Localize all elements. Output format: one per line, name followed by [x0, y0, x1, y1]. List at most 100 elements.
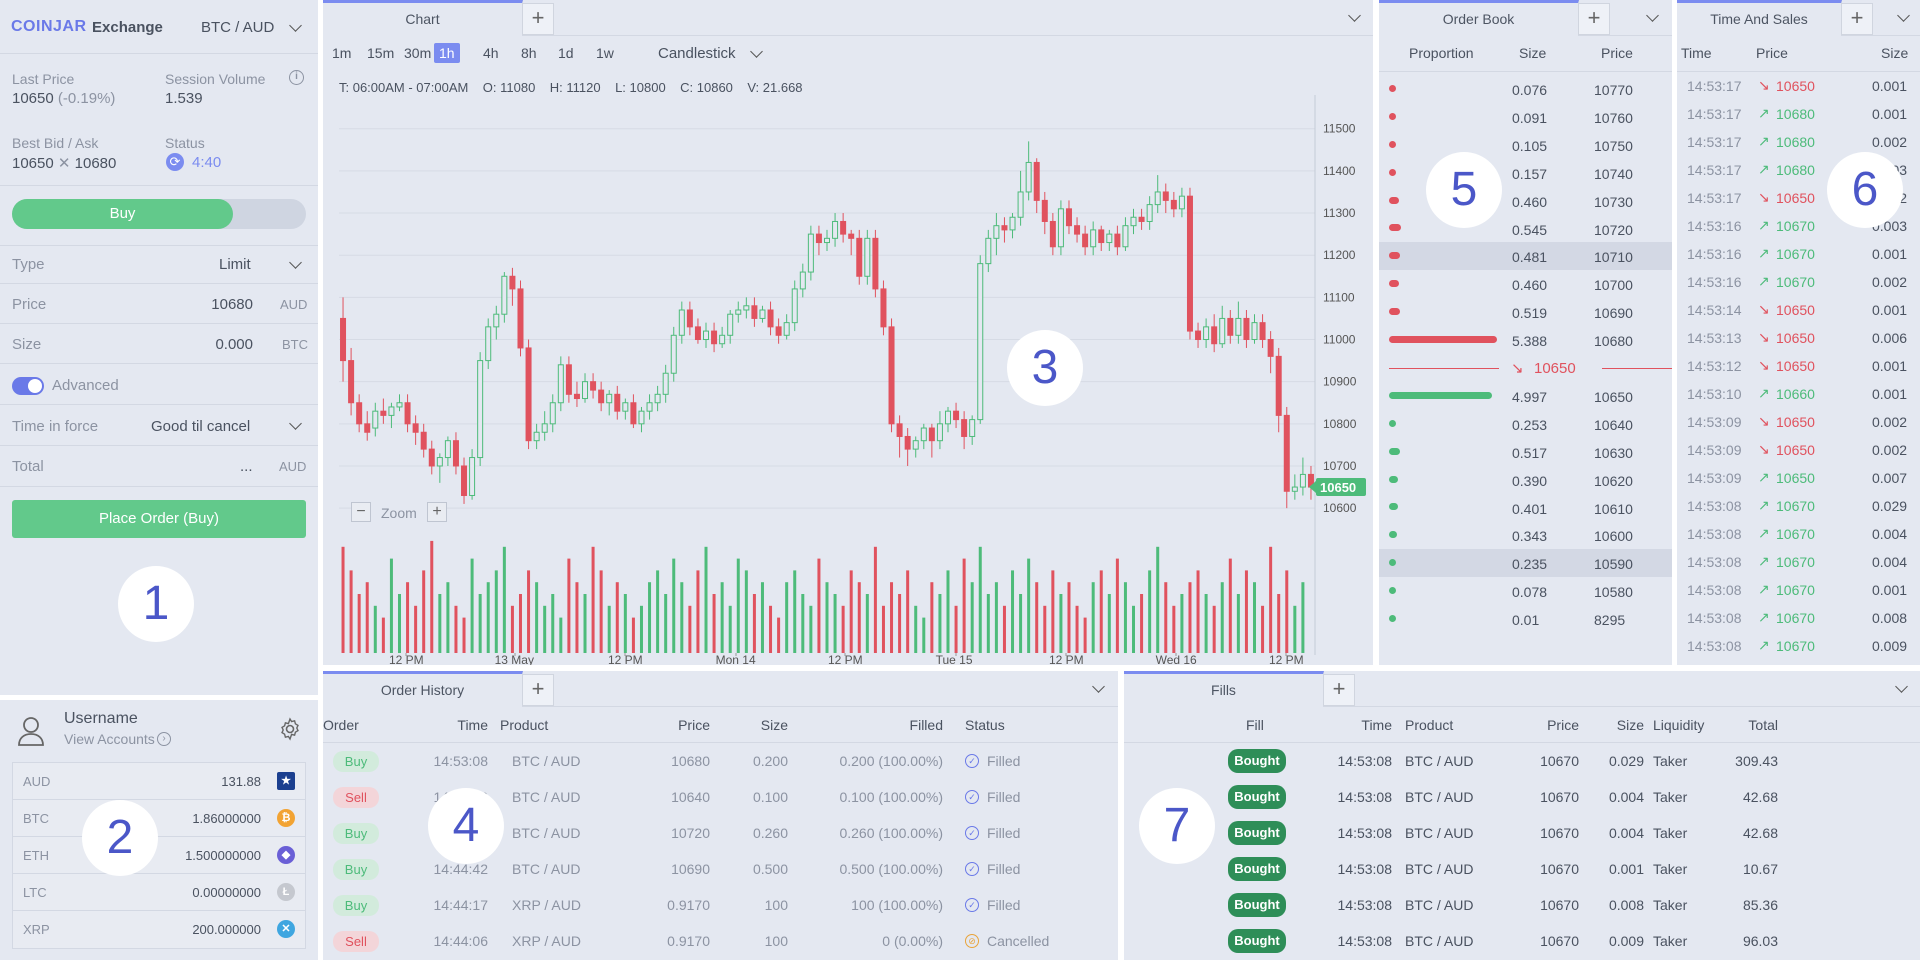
order-book-row[interactable]: 0.460 10700 — [1379, 270, 1672, 298]
candle-body — [751, 305, 758, 319]
fill-row[interactable]: Bought 14:53:08 BTC / AUD 10670 0.004 Taker 42… — [1124, 779, 1920, 815]
size-field[interactable]: Size 0.000 BTC — [0, 325, 318, 364]
order-book-row[interactable]: 0.390 10620 — [1379, 466, 1672, 494]
fill-row[interactable]: Bought 14:53:08 BTC / AUD 10670 0.009 Taker 96… — [1124, 923, 1920, 959]
divider — [0, 185, 318, 186]
time-in-force-select[interactable]: Time in force Good til cancel — [0, 406, 318, 446]
order-book-row[interactable]: 0.517 10630 — [1379, 438, 1672, 466]
add-tab-button[interactable]: + — [1578, 3, 1610, 35]
order-history-row[interactable]: Buy 14:44:17 XRP / AUD 0.9170 100 100 (100.00… — [323, 887, 1118, 923]
fill-row[interactable]: Bought 14:53:08 BTC / AUD 10670 0.001 Taker 10… — [1124, 851, 1920, 887]
chevron-down-icon[interactable] — [1348, 9, 1361, 22]
trade-time: 14:53:08 — [1687, 554, 1742, 570]
order-book-row[interactable]: 0.105 10750 — [1379, 131, 1672, 159]
type-select[interactable]: Type Limit — [0, 246, 318, 284]
view-accounts-link[interactable]: View Accounts — [64, 731, 155, 747]
zoom-out-button[interactable]: − — [351, 502, 371, 522]
spread-price: 10650 — [1534, 360, 1576, 377]
fills-tabbar: Fills + — [1124, 671, 1920, 707]
order-book-row[interactable]: 4.997 10650 — [1379, 382, 1672, 410]
info-icon[interactable]: i — [289, 70, 304, 85]
order-book-row[interactable]: 0.545 10720 — [1379, 215, 1672, 243]
volume-bar — [656, 570, 660, 653]
order-product: XRP / AUD — [512, 897, 581, 913]
interval-4h[interactable]: 4h — [483, 45, 499, 61]
fill-liquidity: Taker — [1653, 897, 1688, 913]
tab-fills[interactable]: Fills — [1124, 671, 1324, 707]
order-book-row[interactable]: 0.01 8295 — [1379, 605, 1672, 633]
zoom-in-button[interactable]: + — [427, 502, 447, 522]
tab-order-history[interactable]: Order History — [323, 671, 523, 707]
gear-icon[interactable] — [278, 717, 302, 741]
chevron-down-icon — [289, 256, 302, 269]
price-input[interactable]: 10680 — [211, 296, 253, 313]
order-book-row[interactable]: 0.091 10760 — [1379, 103, 1672, 131]
arrow-up-icon: ↗ — [1758, 497, 1770, 513]
fill-row[interactable]: Bought 14:53:08 BTC / AUD 10670 0.008 Taker 85… — [1124, 887, 1920, 923]
order-book-row[interactable]: 0.460 10730 — [1379, 187, 1672, 215]
order-book-row[interactable]: 0.253 10640 — [1379, 410, 1672, 438]
size-input[interactable]: 0.000 — [215, 336, 253, 353]
volume-bar — [865, 594, 869, 653]
order-history-row[interactable]: Buy 14:44:42 BTC / AUD 10690 0.500 0.500 (100… — [323, 851, 1118, 887]
add-tab-button[interactable]: + — [1323, 674, 1355, 706]
interval-1h[interactable]: 1h — [434, 43, 460, 63]
chevron-down-icon[interactable] — [289, 19, 302, 32]
add-tab-button[interactable]: + — [522, 3, 554, 35]
chevron-down-icon[interactable] — [1895, 680, 1908, 693]
fill-row[interactable]: Bought 14:53:08 BTC / AUD 10670 0.004 Taker 42… — [1124, 815, 1920, 851]
proportion-bar — [1389, 559, 1396, 567]
side-toggle[interactable]: Buy — [12, 199, 306, 229]
order-book-row[interactable]: 0.401 10610 — [1379, 494, 1672, 522]
tab-chart[interactable]: Chart — [323, 0, 523, 36]
order-book-row[interactable]: 0.078 10580 — [1379, 577, 1672, 605]
interval-30m[interactable]: 30m — [404, 45, 432, 61]
price-field[interactable]: Price 10680 AUD — [0, 285, 318, 324]
tab-time-and-sales[interactable]: Time And Sales — [1677, 0, 1842, 36]
order-book-row[interactable]: 0.343 10600 — [1379, 521, 1672, 549]
y-tick-label: 11400 — [1323, 164, 1356, 178]
interval-1m[interactable]: 1m — [332, 45, 352, 61]
order-book-row[interactable]: 0.519 10690 — [1379, 298, 1672, 326]
interval-8h[interactable]: 8h — [521, 45, 537, 61]
candle-body — [356, 402, 363, 425]
tab-order-book[interactable]: Order Book — [1379, 0, 1579, 36]
order-book-row[interactable]: 0.481 10710 — [1379, 242, 1672, 271]
order-book-row[interactable]: 5.388 10680 — [1379, 326, 1672, 354]
order-book-row[interactable]: 0.235 10590 — [1379, 549, 1672, 578]
chevron-down-icon[interactable] — [750, 45, 763, 58]
add-tab-button[interactable]: + — [522, 674, 554, 706]
fill-row[interactable]: Bought 14:53:08 BTC / AUD 10670 0.029 Taker 30… — [1124, 743, 1920, 779]
order-book-row[interactable]: 0.157 10740 — [1379, 159, 1672, 187]
order-history-row[interactable]: Buy 14:53:08 BTC / AUD 10680 0.200 0.200 (100… — [323, 743, 1118, 779]
chevron-right-icon[interactable]: › — [157, 732, 171, 746]
buy-button[interactable]: Buy — [12, 199, 233, 229]
volume-bar — [1293, 605, 1297, 653]
chevron-down-icon[interactable] — [1646, 9, 1659, 22]
volume-bar — [728, 605, 732, 653]
trade-price: 10670 — [1776, 582, 1815, 598]
header-fill: Fill — [1246, 717, 1264, 733]
arrow-down-icon: ↘ — [1758, 77, 1770, 93]
order-book-row[interactable]: 0.076 10770 — [1379, 75, 1672, 103]
candlestick-chart[interactable]: 11500 11400 11300 11200 11100 11000 10900 10800… — [323, 95, 1373, 665]
order-history-row[interactable]: Sell 14:44:06 XRP / AUD 0.9170 100 0 (0.00%) ⊘… — [323, 923, 1118, 959]
volume-bar — [1156, 546, 1160, 653]
toggle-switch[interactable] — [12, 377, 44, 395]
place-order-button[interactable]: Place Order (Buy) — [12, 500, 306, 538]
interval-1d[interactable]: 1d — [558, 45, 574, 61]
order-size: 0.343 — [1512, 528, 1548, 545]
candle-body — [364, 423, 371, 433]
interval-15m[interactable]: 15m — [367, 45, 395, 61]
advanced-toggle[interactable]: Advanced — [0, 365, 318, 405]
candle-body — [1267, 339, 1274, 357]
chevron-down-icon[interactable] — [1897, 9, 1910, 22]
order-price: 10700 — [1594, 277, 1633, 294]
candle-body — [638, 410, 645, 425]
add-tab-button[interactable]: + — [1841, 3, 1873, 35]
trade-size: 0.007 — [1872, 470, 1908, 486]
market-header[interactable]: COINJAR Exchange BTC / AUD — [0, 0, 318, 54]
interval-1w[interactable]: 1w — [596, 45, 614, 61]
chart-type-select[interactable]: Candlestick — [658, 45, 736, 62]
chevron-down-icon[interactable] — [1092, 680, 1105, 693]
